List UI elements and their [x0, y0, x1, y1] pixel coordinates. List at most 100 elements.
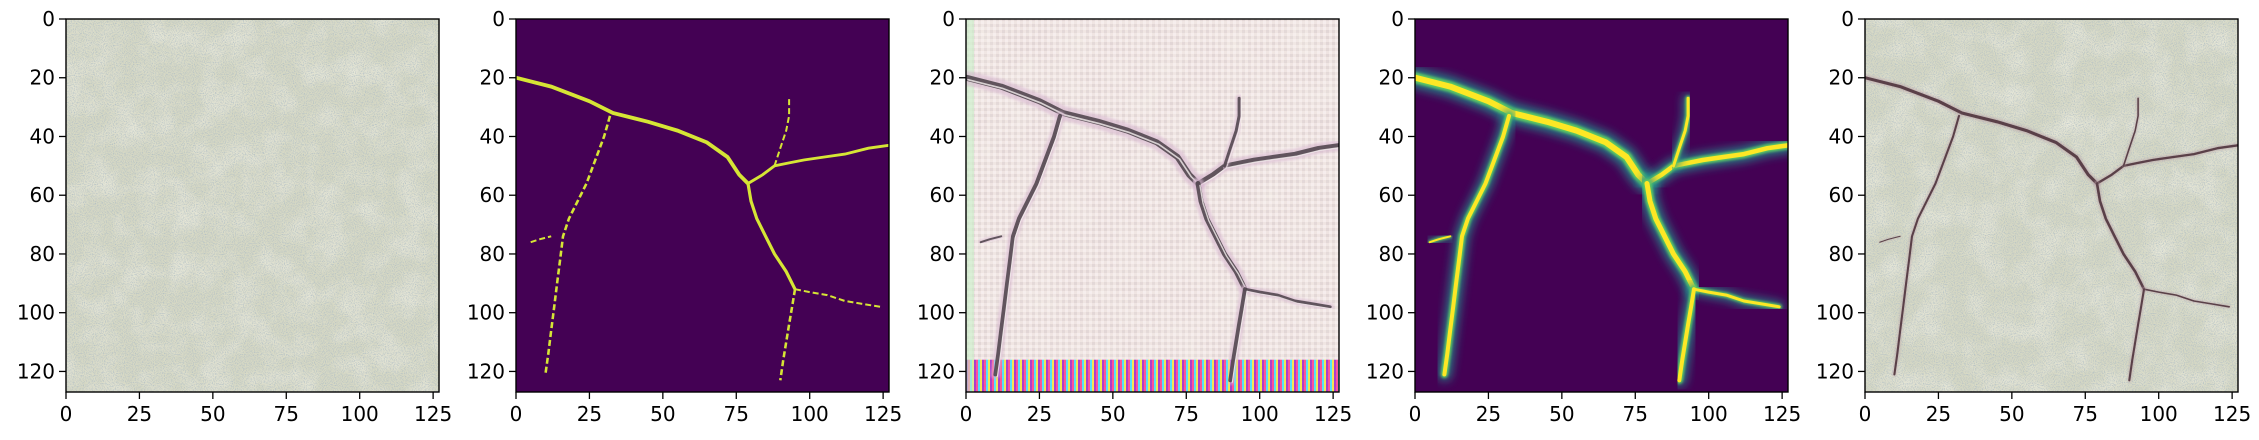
x-tick-label: 75: [1623, 402, 1648, 426]
axes-frame: [1414, 18, 1789, 393]
y-tick-label: 120: [1366, 359, 1404, 383]
y-tick-label: 40: [30, 124, 55, 148]
synthetic-artifact-band: [966, 359, 1339, 392]
x-tick-label: 50: [1100, 402, 1125, 426]
panel-image: [516, 19, 889, 392]
x-tick-label: 75: [1174, 402, 1199, 426]
synthetic-highlight-left-stub: [982, 238, 1004, 245]
y-tick-label: 0: [942, 7, 955, 31]
x-tick-label: 25: [577, 402, 602, 426]
axes-frame: [65, 18, 440, 393]
synthetic-crack-upper-right: [1195, 143, 1339, 186]
x-tick-label: 25: [1476, 402, 1501, 426]
mask-background: [516, 19, 889, 392]
y-tick-label: 60: [1379, 183, 1404, 207]
x-tick-label: 125: [1314, 402, 1352, 426]
synthetic-crack-lower-down: [1228, 287, 1247, 383]
y-tick-label: 20: [1829, 66, 1854, 90]
y-tick-label: 20: [30, 66, 55, 90]
synthetic-highlight-upper-spur: [1226, 99, 1242, 169]
x-tick-label: 75: [724, 402, 749, 426]
x-tick-label: 25: [1926, 402, 1951, 426]
x-tick-label: 125: [2213, 402, 2251, 426]
axes-frame: [515, 18, 890, 393]
y-tick-label: 40: [480, 124, 505, 148]
x-tick-label: 0: [1859, 402, 1872, 426]
panel-generated-image: 0 25 50 75 100 125 0 20 40 60 80 100 120: [917, 7, 1352, 426]
x-tick-label: 125: [414, 402, 452, 426]
x-tick-label: 125: [1763, 402, 1801, 426]
texture-speckle: [66, 19, 439, 392]
prob-core-lower-right: [1692, 287, 1781, 309]
prob-core-lower-trunk: [1644, 181, 1697, 292]
y-tick-label: 0: [492, 7, 505, 31]
synthetic-highlight-lower-right: [1246, 290, 1333, 310]
y-tick-label: 120: [917, 359, 955, 383]
y-tick-label: 100: [917, 301, 955, 325]
y-tick-label: 80: [480, 242, 505, 266]
y-tick-label: 20: [480, 66, 505, 90]
x-tick-label: 25: [1027, 402, 1052, 426]
y-tick-label: 80: [1829, 242, 1854, 266]
axes-frame: [1864, 18, 2239, 393]
synthetic-highlight-left-branch: [996, 117, 1063, 377]
crack-left-branch: [1893, 114, 1961, 376]
panel-input: 0 25 50 75 100 125 0 20 40 60 80 100 120: [17, 7, 452, 426]
prob-core-left-branch: [1442, 113, 1511, 377]
crack-upper-spur: [2122, 97, 2139, 167]
y-tick-label: 120: [1816, 359, 1854, 383]
x-tick-label: 0: [510, 402, 523, 426]
mask-upper-spur: [773, 98, 791, 167]
x-tick-label: 0: [60, 402, 73, 426]
x-tick-label: 100: [1241, 402, 1279, 426]
y-tick-label: 80: [30, 242, 55, 266]
crack-lower-right: [2143, 288, 2230, 308]
x-tick-label: 0: [1409, 402, 1422, 426]
prob-core-upper-spur: [1672, 96, 1690, 168]
crack-left-stub: [1879, 235, 1901, 243]
crack-lower-down: [2128, 288, 2146, 382]
panel-ground-truth-mask: 0 25 50 75 100 125 0 20 40 60 80 100 120: [467, 7, 902, 426]
texture-speckle: [1865, 19, 2238, 392]
x-tick-label: 0: [960, 402, 973, 426]
x-tick-label: 50: [650, 402, 675, 426]
x-tick-label: 75: [274, 402, 299, 426]
y-tick-label: 20: [930, 66, 955, 90]
y-tick-label: 60: [480, 183, 505, 207]
y-tick-label: 120: [467, 359, 505, 383]
axes-frame: [965, 18, 1340, 393]
y-tick-label: 60: [1829, 183, 1854, 207]
synthetic-crack-left-stub: [979, 235, 1003, 244]
synthetic-crack-lower-right: [1243, 287, 1332, 309]
panel-image: [1865, 19, 2238, 392]
synthetic-crack-upper-spur: [1223, 96, 1241, 168]
y-tick-label: 100: [17, 301, 55, 325]
mask-lower-down: [779, 288, 797, 381]
y-tick-label: 40: [1829, 124, 1854, 148]
y-tick-label: 100: [1366, 301, 1404, 325]
synthetic-highlight-main: [967, 78, 1201, 187]
crack-main: [1865, 76, 2099, 186]
y-tick-label: 40: [930, 124, 955, 148]
prob-core-lower-down: [1677, 287, 1696, 383]
panel-image: [966, 19, 1339, 392]
x-tick-label: 100: [1690, 402, 1728, 426]
synthetic-highlight-lower-down: [1231, 290, 1248, 383]
x-tick-label: 25: [127, 402, 152, 426]
x-tick-label: 100: [341, 402, 379, 426]
y-tick-label: 20: [1379, 66, 1404, 90]
synthetic-crack-left-branch: [993, 113, 1062, 377]
y-tick-label: 100: [1816, 301, 1854, 325]
y-tick-label: 120: [17, 359, 55, 383]
synthetic-highlight-upper-right: [1199, 146, 1339, 187]
prob-core-upper-right: [1644, 143, 1788, 186]
mask-left-branch: [544, 115, 612, 375]
synthetic-highlight-lower-trunk: [1199, 184, 1248, 292]
mask-left-stub: [530, 235, 552, 244]
panel-overlay: 0 25 50 75 100 125 0 20 40 60 80 100 120: [1816, 7, 2251, 426]
prob-core-main: [1415, 74, 1650, 187]
x-tick-label: 50: [1999, 402, 2024, 426]
x-tick-label: 100: [791, 402, 829, 426]
